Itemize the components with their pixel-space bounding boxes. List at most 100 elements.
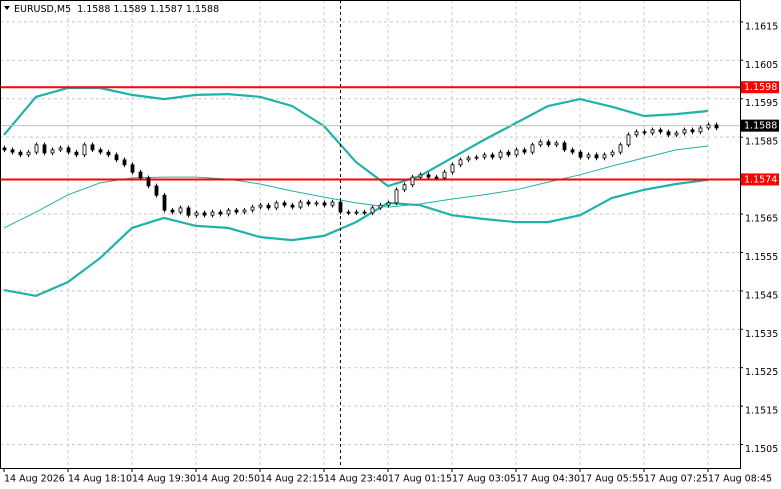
candle-body — [466, 157, 471, 161]
candle-body — [442, 171, 447, 179]
candle-body — [42, 144, 47, 154]
candle-body — [114, 154, 119, 161]
candle-body — [690, 129, 695, 133]
x-tick-label: 17 Aug 01:15 — [388, 474, 452, 485]
candle-body — [594, 154, 599, 159]
candle-body — [482, 154, 487, 158]
candle-body — [650, 129, 655, 134]
candle-body — [298, 201, 303, 208]
menu-arrow-icon[interactable] — [4, 6, 10, 10]
candle-body — [98, 149, 103, 153]
candle-body — [578, 151, 583, 158]
candle-body — [34, 144, 39, 153]
candle-body — [658, 129, 663, 133]
price-tag-label: 1.1598 — [744, 82, 777, 93]
candle-body — [58, 147, 63, 151]
y-tick-label: 1.1505 — [745, 444, 778, 455]
candle-body — [146, 177, 151, 187]
candle-body — [130, 164, 135, 173]
price-tag-label: 1.1588 — [744, 121, 777, 132]
price-tag — [741, 173, 779, 186]
price-tag — [741, 119, 779, 132]
candle-body — [234, 209, 239, 213]
candle-body — [242, 209, 247, 213]
y-tick-label: 1.1545 — [745, 290, 778, 301]
candle-body — [74, 151, 79, 156]
x-tick-label: 17 Aug 08:45 — [708, 474, 772, 485]
candle-body — [378, 204, 383, 209]
y-tick-label: 1.1535 — [745, 329, 778, 340]
candle-body — [474, 156, 479, 159]
candle-body — [498, 151, 503, 158]
candle-body — [258, 204, 263, 208]
x-tick-label: 14 Aug 18:10 — [68, 474, 132, 485]
candle-body — [602, 154, 607, 159]
candle-body — [402, 184, 407, 191]
candle-body — [698, 127, 703, 133]
candle-body — [314, 202, 319, 205]
x-tick-label: 17 Aug 05:55 — [580, 474, 644, 485]
x-tick-label: 17 Aug 07:25 — [644, 474, 708, 485]
price-tag-label: 1.1574 — [744, 174, 777, 185]
candle-body — [106, 151, 111, 156]
x-tick-label: 17 Aug 03:05 — [452, 474, 516, 485]
candle-body — [562, 142, 567, 151]
candle-body — [306, 201, 311, 205]
candle-body — [122, 159, 127, 166]
y-tick-label: 1.1605 — [745, 60, 778, 71]
candle-body — [82, 144, 87, 156]
y-tick-label: 1.1555 — [745, 252, 778, 263]
candle-body — [202, 212, 207, 216]
axes: 1.1505 1.1515 1.1525 1.1535 1.1545 1.1555 1.15… — [3, 21, 779, 485]
candle-body — [514, 149, 519, 156]
plot-frame — [0, 0, 741, 469]
grid — [0, 0, 740, 468]
candle-body — [138, 171, 143, 179]
x-tick-label: 14 Aug 20:50 — [196, 474, 260, 485]
candle-body — [226, 209, 231, 215]
candle-body — [666, 131, 671, 136]
candle-body — [570, 149, 575, 153]
candle-body — [490, 154, 495, 158]
candle-body — [170, 209, 175, 213]
price-tag — [741, 81, 779, 94]
y-tick-label: 1.1565 — [745, 214, 778, 225]
candle-body — [274, 202, 279, 209]
candle-body — [554, 142, 559, 146]
candle-body — [186, 207, 191, 216]
candle-body — [330, 201, 335, 206]
candle-body — [546, 141, 551, 146]
candle-body — [386, 202, 391, 206]
candle-body — [10, 149, 15, 153]
x-tick-label: 14 Aug 19:30 — [132, 474, 196, 485]
candle-body — [322, 202, 327, 206]
candle-body — [194, 212, 199, 216]
x-tick-label: 14 Aug 22:15 — [260, 474, 324, 485]
candle-body — [626, 134, 631, 146]
candle-body — [290, 204, 295, 208]
y-tick-label: 1.1525 — [745, 367, 778, 378]
candle-body — [266, 204, 271, 209]
candle-body — [282, 202, 287, 206]
symbol: EURUSD,M5 — [14, 4, 71, 15]
ohlc-text: 1.1588 1.1589 1.1587 1.1588 — [77, 4, 219, 15]
chart-title: EURUSD,M5 1.1588 1.1589 1.1587 1.1588 — [14, 4, 219, 15]
candle-body — [586, 154, 591, 158]
candle-body — [714, 124, 719, 129]
candle-body — [218, 211, 223, 215]
candle-body — [90, 144, 95, 151]
candle-body — [530, 144, 535, 153]
y-tick-label: 1.1595 — [745, 98, 778, 109]
candle-body — [370, 207, 375, 214]
candle-body — [394, 189, 399, 204]
band-line — [3, 178, 709, 298]
candle-body — [362, 211, 367, 214]
candle-body — [354, 211, 359, 214]
candle-body — [434, 176, 439, 179]
candle-body — [154, 185, 159, 196]
y-tick-label: 1.1585 — [745, 137, 778, 148]
x-tick-label: 14 Aug 23:40 — [324, 474, 388, 485]
